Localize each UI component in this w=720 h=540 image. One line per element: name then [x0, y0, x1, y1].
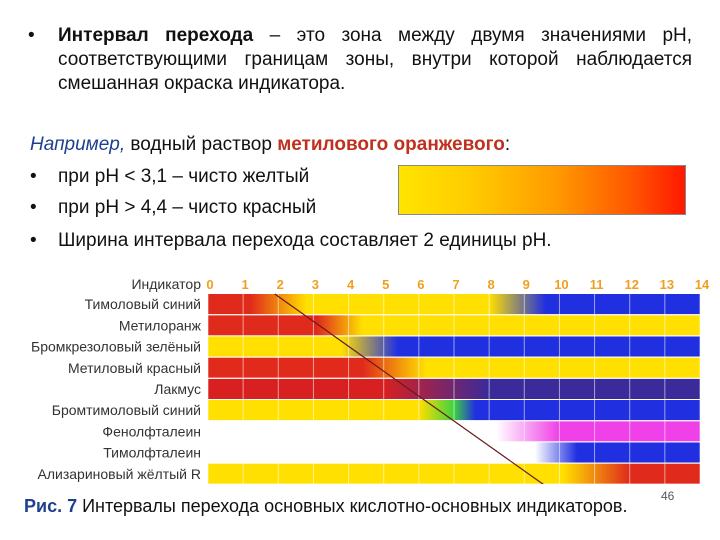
- indicator-name: Ализариновый жёлтый R: [38, 466, 201, 482]
- ph-tick-label: 5: [382, 277, 389, 292]
- ph-tick-label: 12: [624, 277, 638, 292]
- methyl-orange-color-scale: [398, 165, 686, 215]
- bullet-glyph: •: [30, 230, 37, 251]
- ph-tick-label: 0: [206, 277, 213, 292]
- ph-tick-label: 6: [417, 277, 424, 292]
- indicator-name: Метиловый красный: [68, 360, 201, 376]
- chart-header-label: Индикатор: [131, 276, 201, 292]
- example-line: Например, водный раствор метилового оран…: [30, 133, 510, 157]
- example-end: :: [504, 134, 511, 155]
- example-highlight: метилового оранжевого: [277, 134, 505, 155]
- list-item-text: при pH > 4,4 – чисто красный: [58, 197, 317, 218]
- page-number: 46: [661, 489, 675, 503]
- figure-caption-text: Интервалы перехода основных кислотно-осн…: [77, 496, 628, 516]
- ph-tick-label: 4: [347, 277, 355, 292]
- bullet-glyph: •: [30, 197, 37, 218]
- definition-bullet: • Интервал перехода – это зона между дву…: [28, 24, 692, 96]
- bullet-glyph: •: [28, 25, 35, 46]
- indicator-name: Лакмус: [154, 381, 201, 397]
- example-lead: Например,: [30, 134, 126, 155]
- ph-tick-label: 9: [523, 277, 530, 292]
- ph-tick-label: 14: [695, 277, 710, 292]
- indicator-name: Тимоловый синий: [85, 296, 201, 312]
- list-item: • при pH < 3,1 – чисто желтый: [30, 165, 309, 189]
- diagonal-line: [274, 293, 544, 484]
- indicator-name: Фенолфталеин: [102, 423, 201, 439]
- list-item: • Ширина интервала перехода составляет 2 …: [30, 229, 552, 253]
- example-mid: водный раствор: [125, 134, 278, 155]
- term: Интервал перехода: [58, 25, 254, 46]
- ph-tick-label: 7: [452, 277, 459, 292]
- definition-text: Интервал перехода – это зона между двумя…: [28, 24, 692, 96]
- bullet-glyph: •: [30, 166, 37, 187]
- indicator-name: Бромкрезоловый зелёный: [31, 339, 201, 355]
- figure-label: Рис. 7: [24, 496, 78, 516]
- ph-tick-label: 13: [660, 277, 674, 292]
- ph-tick-label: 10: [554, 277, 568, 292]
- list-item-text: Ширина интервала перехода составляет 2 е…: [58, 230, 552, 251]
- list-item: • при pH > 4,4 – чисто красный: [30, 196, 316, 220]
- definition-body: – это зона между двумя значениями pH, со…: [58, 25, 693, 94]
- ph-tick-label: 2: [277, 277, 284, 292]
- indicator-name: Метилоранж: [119, 317, 202, 333]
- figure-caption: Рис. 7 Интервалы перехода основных кисло…: [24, 494, 704, 518]
- ph-tick-label: 8: [488, 277, 495, 292]
- indicator-name: Тимолфталеин: [103, 445, 201, 461]
- ph-tick-label: 11: [590, 277, 604, 292]
- ph-tick-label: 1: [242, 277, 249, 292]
- ph-tick-label: 3: [312, 277, 319, 292]
- list-item-text: при pH < 3,1 – чисто желтый: [58, 166, 310, 187]
- indicator-name: Бромтимоловый синий: [52, 402, 201, 418]
